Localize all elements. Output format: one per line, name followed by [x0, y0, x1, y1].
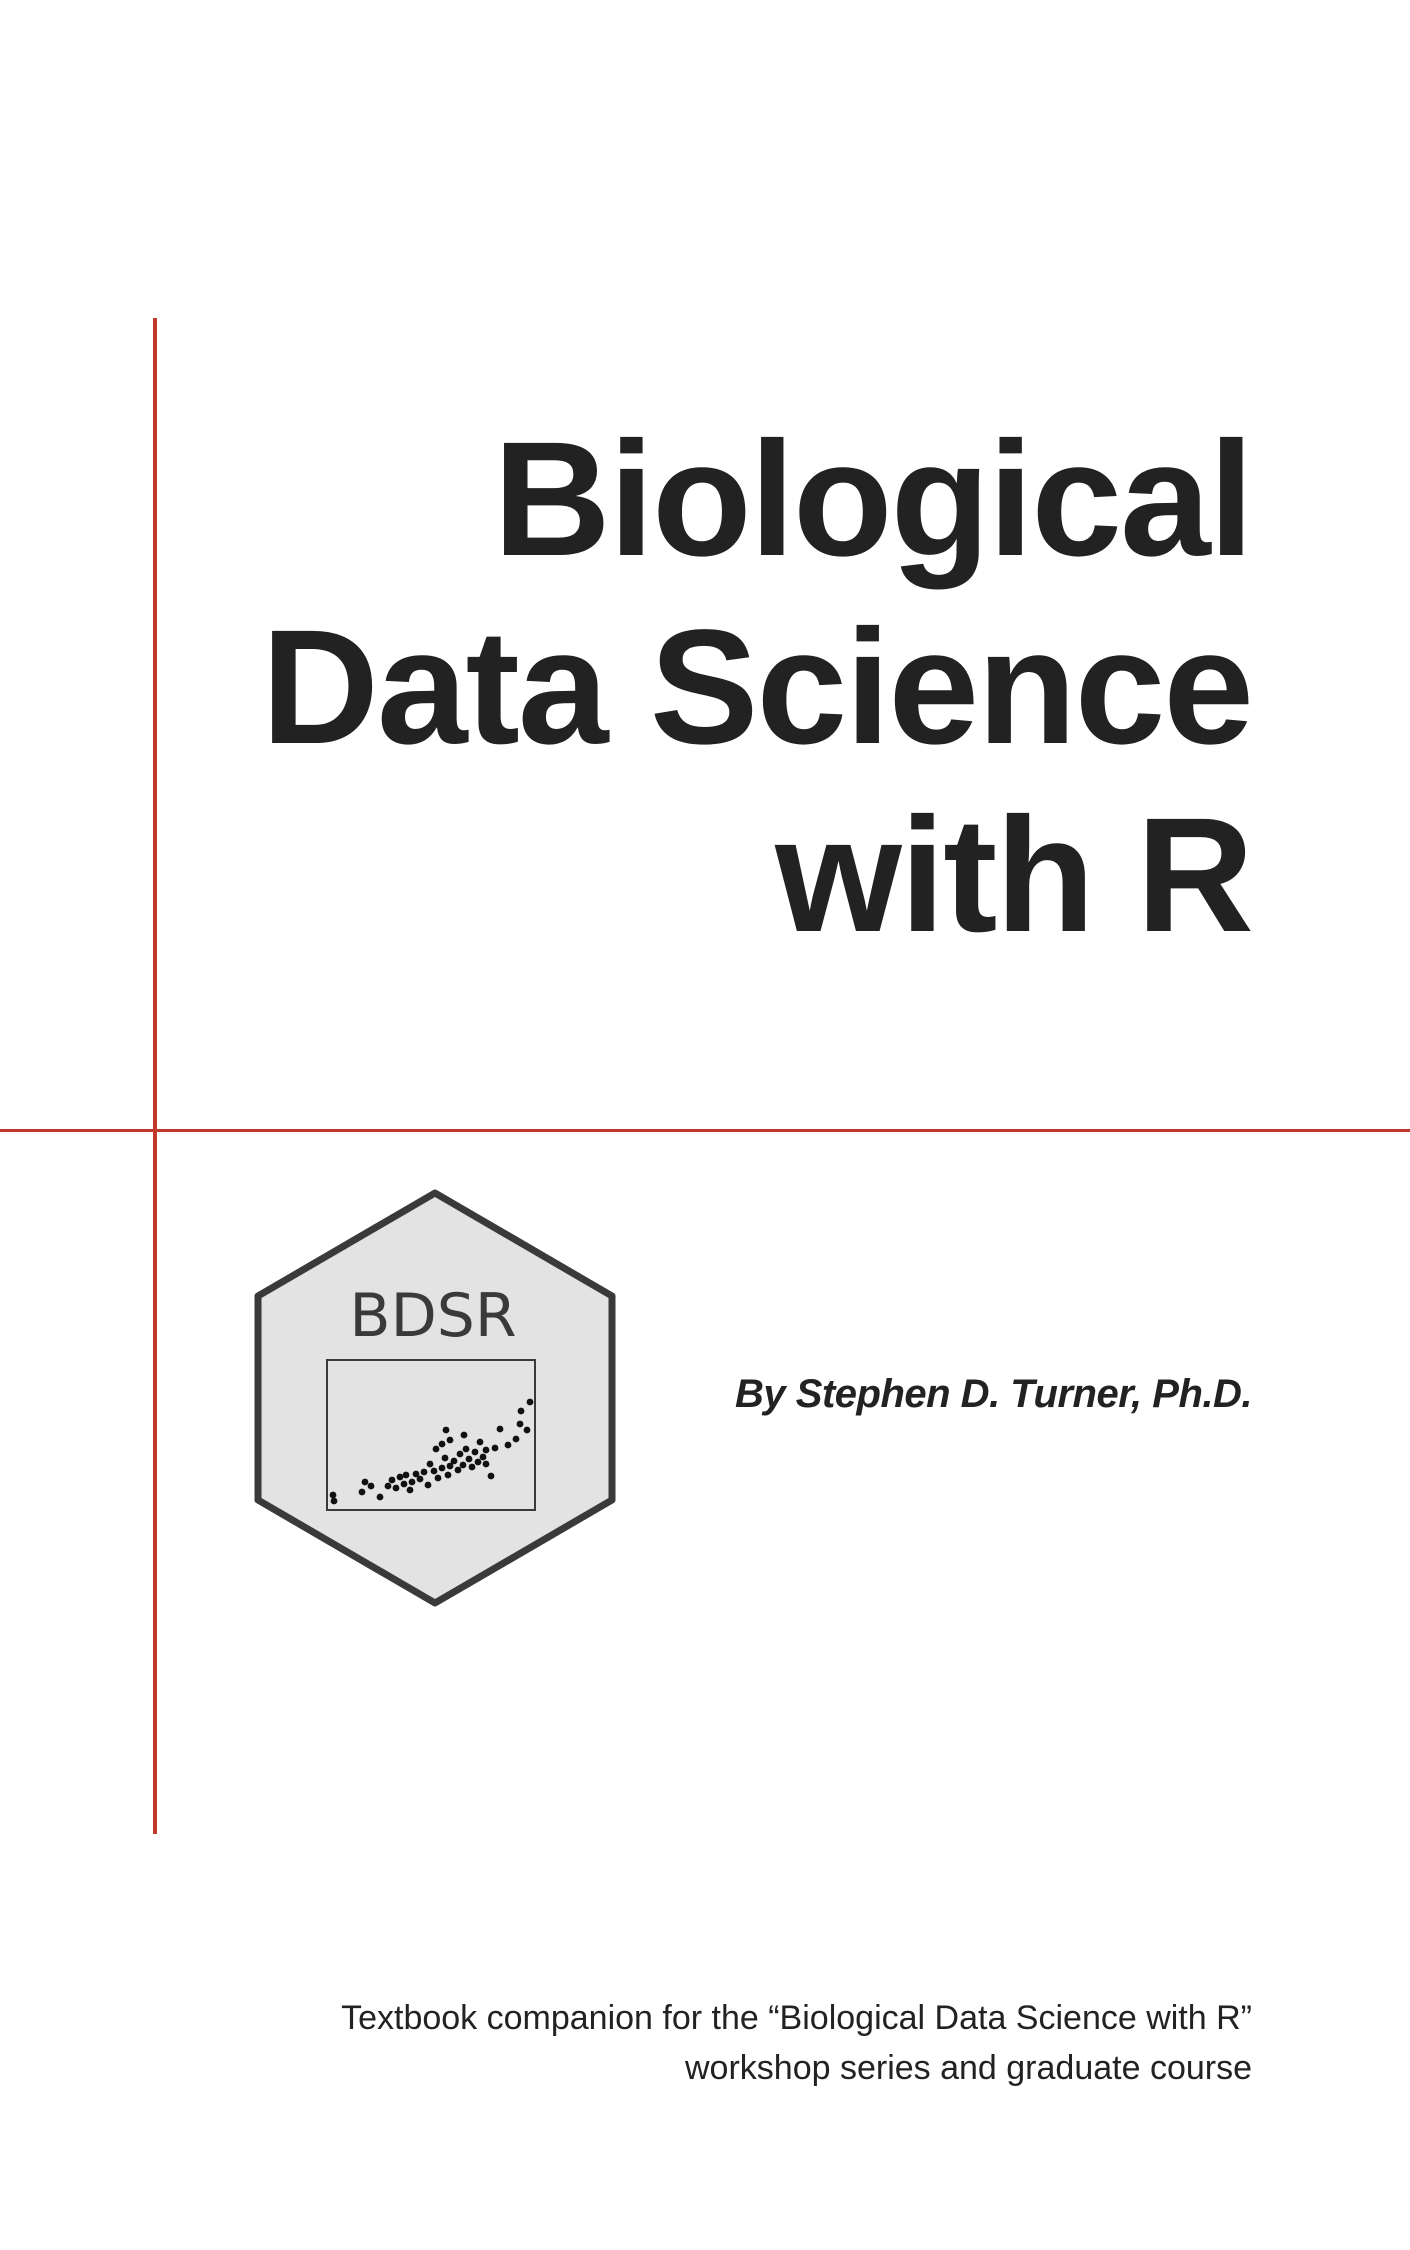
plot-point	[465, 1455, 473, 1463]
plot-point	[456, 1450, 464, 1458]
plot-point	[420, 1468, 428, 1476]
plot-frame	[326, 1359, 536, 1511]
plot-points	[329, 1398, 534, 1505]
plot-point	[388, 1476, 396, 1484]
plot-point	[446, 1436, 454, 1444]
plot-point	[412, 1470, 420, 1478]
title-line-1: Biological	[493, 407, 1254, 590]
bdsr-hex-logo: BDSR	[254, 1189, 616, 1607]
plot-point	[376, 1493, 384, 1501]
description-line-1: Textbook companion for the “Biological D…	[341, 1999, 1252, 2037]
plot-point	[406, 1486, 414, 1494]
plot-point	[434, 1474, 442, 1482]
plot-point	[491, 1444, 499, 1452]
plot-point	[504, 1441, 512, 1449]
plot-point	[438, 1464, 446, 1472]
plot-point	[358, 1488, 366, 1496]
plot-point	[523, 1426, 531, 1434]
plot-point	[444, 1471, 452, 1479]
plot-point	[517, 1407, 525, 1415]
plot-point	[441, 1454, 449, 1462]
plot-point	[446, 1462, 454, 1470]
plot-point	[526, 1398, 534, 1406]
plot-point	[442, 1426, 450, 1434]
plot-point	[396, 1473, 404, 1481]
horizontal-accent-line	[0, 1129, 1410, 1132]
plot-point	[384, 1482, 392, 1490]
plot-point	[400, 1480, 408, 1488]
plot-point	[424, 1481, 432, 1489]
plot-point	[450, 1457, 458, 1465]
plot-point	[471, 1448, 479, 1456]
description-line-2: workshop series and graduate course	[685, 2049, 1252, 2087]
plot-point	[430, 1467, 438, 1475]
plot-point	[468, 1463, 476, 1471]
logo-text: BDSR	[349, 1281, 516, 1351]
plot-point	[367, 1482, 375, 1490]
plot-point	[482, 1460, 490, 1468]
plot-point	[432, 1445, 440, 1453]
plot-point	[462, 1445, 470, 1453]
plot-point	[459, 1461, 467, 1469]
title-line-2: Data Science	[261, 595, 1254, 778]
vertical-accent-line	[153, 318, 157, 1834]
plot-point	[329, 1491, 337, 1499]
book-title: Biological Data Science with R	[200, 405, 1254, 969]
plot-point	[402, 1471, 410, 1479]
author-byline: By Stephen D. Turner, Ph.D.	[735, 1372, 1252, 1416]
plot-point	[361, 1478, 369, 1486]
plot-point	[474, 1458, 482, 1466]
plot-point	[426, 1460, 434, 1468]
plot-point	[516, 1420, 524, 1428]
plot-point	[479, 1453, 487, 1461]
plot-point	[512, 1435, 520, 1443]
plot-point	[487, 1472, 495, 1480]
plot-point	[496, 1425, 504, 1433]
cover-description: Textbook companion for the “Biological D…	[150, 1993, 1252, 2093]
hexagon-shape	[254, 1189, 616, 1607]
plot-point	[330, 1497, 338, 1505]
plot-point	[460, 1431, 468, 1439]
plot-point	[408, 1478, 416, 1486]
plot-point	[392, 1484, 400, 1492]
scatter-plot-icon	[326, 1359, 536, 1511]
plot-point	[416, 1475, 424, 1483]
title-line-3: with R	[775, 783, 1254, 966]
plot-point	[438, 1440, 446, 1448]
plot-point	[482, 1446, 490, 1454]
plot-point	[454, 1466, 462, 1474]
plot-point	[476, 1438, 484, 1446]
